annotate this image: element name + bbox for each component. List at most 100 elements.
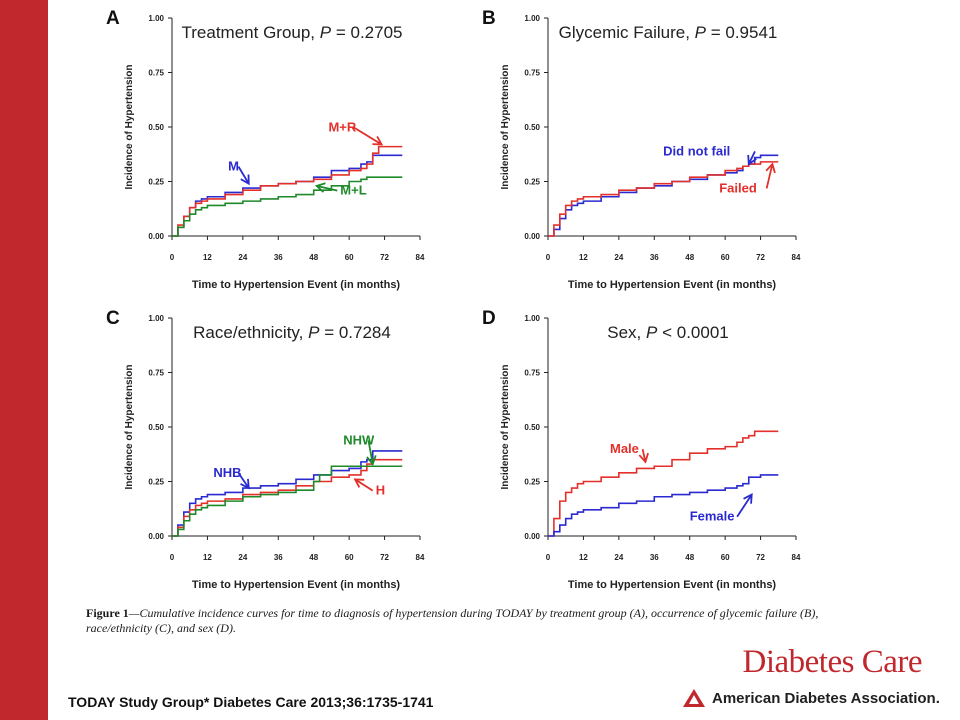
annotation-arrow-head [240, 174, 250, 186]
series-annotation-label: Failed [719, 180, 757, 195]
series-annotation-label: Male [610, 441, 639, 456]
y-tick-label: 0.50 [148, 423, 164, 432]
y-axis-title: Incidence of Hypertension [124, 364, 135, 489]
series-line-failed [548, 161, 779, 237]
panel-title-part: Treatment Group, [182, 23, 320, 42]
panel-letter: B [482, 8, 496, 29]
x-tick-label: 48 [685, 553, 694, 562]
y-axis-title: Incidence of Hypertension [124, 64, 135, 189]
panel-title-part: = 0.2705 [331, 23, 402, 42]
x-axis-title: Time to Hypertension Event (in months) [568, 579, 777, 591]
y-tick-label: 0.50 [524, 123, 540, 132]
annotation-arrow-head [366, 455, 377, 466]
x-tick-label: 72 [756, 253, 765, 262]
panel-title-part: = 0.7284 [319, 323, 390, 342]
figure-caption-text: —Cumulative incidence curves for time to… [86, 606, 819, 635]
panel-title: Race/ethnicity, P = 0.7284 [193, 323, 391, 342]
y-tick-label: 0.25 [524, 178, 540, 187]
citation-text: TODAY Study Group* Diabetes Care 2013;36… [68, 694, 434, 710]
panel-letter: A [106, 8, 120, 29]
y-tick-label: 0.50 [148, 123, 164, 132]
annotation-arrow-head [743, 493, 753, 504]
y-tick-label: 1.00 [524, 314, 540, 323]
series-line-nhb [172, 450, 403, 537]
y-tick-label: 0.50 [524, 423, 540, 432]
x-tick-label: 72 [380, 553, 389, 562]
sidebar-accent-bar [0, 0, 48, 720]
panel-title: Glycemic Failure, P = 0.9541 [559, 23, 778, 42]
chart-panel-d: D 0.00 0.25 0.50 0.75 1.00 0 12 24 36 48 60 72 84 Time… [482, 308, 801, 591]
annotation-arrow-shaft [747, 150, 756, 165]
annotation-arrow-shaft [641, 448, 647, 463]
series-line-did-not-fail [548, 154, 779, 237]
series-annotation-label: Did not fail [663, 143, 730, 158]
annotation-arrow-head [638, 452, 649, 464]
x-tick-label: 12 [203, 553, 212, 562]
x-tick-label: 24 [238, 553, 247, 562]
x-tick-label: 84 [792, 253, 801, 262]
chart-panel-b: B 0.00 0.25 0.50 0.75 1.00 0 12 24 36 48 60 72 84 Time… [482, 8, 801, 291]
series-annotation-label: M+R [328, 119, 356, 134]
x-tick-label: 84 [416, 253, 425, 262]
annotation-arrow-shaft [237, 166, 250, 185]
x-tick-label: 24 [238, 253, 247, 262]
y-tick-label: 0.75 [148, 369, 164, 378]
x-axis-title: Time to Hypertension Event (in months) [192, 579, 401, 591]
x-tick-label: 0 [170, 553, 175, 562]
x-tick-label: 60 [345, 553, 354, 562]
panel-title: Treatment Group, P = 0.2705 [182, 23, 403, 42]
publisher-name: American Diabetes Association. [712, 689, 940, 707]
panel-title-part: Glycemic Failure, [559, 23, 695, 42]
panel-letter: D [482, 308, 496, 329]
x-tick-label: 0 [170, 253, 175, 262]
annotation-arrow-head [353, 478, 365, 488]
annotation-arrow-head [314, 182, 326, 193]
panel-letter: C [106, 308, 120, 329]
y-axis-title: Incidence of Hypertension [500, 64, 511, 189]
y-tick-label: 1.00 [524, 14, 540, 23]
series-line-h [172, 458, 403, 537]
journal-logo: Diabetes Care [742, 644, 923, 680]
panel-title-p: P [320, 23, 332, 42]
series-annotation-label: H [376, 483, 385, 498]
series-line-nhw [172, 465, 403, 537]
annotation-arrow-head [765, 162, 776, 174]
annotation-arrow-shaft [237, 472, 250, 489]
y-tick-label: 0.00 [524, 532, 540, 541]
x-tick-label: 36 [650, 553, 659, 562]
y-tick-label: 0.75 [524, 369, 540, 378]
annotation-arrow-shaft [353, 126, 383, 146]
series-annotation-label: NHB [213, 465, 241, 480]
x-axis-title: Time to Hypertension Event (in months) [568, 279, 777, 291]
x-tick-label: 84 [416, 553, 425, 562]
series-line-m [172, 154, 403, 237]
x-tick-label: 72 [380, 253, 389, 262]
x-tick-label: 60 [721, 553, 730, 562]
panel-title-part: Sex, [607, 323, 646, 342]
annotation-arrow-head [372, 135, 384, 146]
publisher-logo: American Diabetes Association. [682, 688, 940, 708]
ada-triangle-icon [683, 689, 705, 707]
y-tick-label: 1.00 [148, 14, 164, 23]
series-line-male [548, 430, 779, 537]
y-tick-label: 0.00 [148, 532, 164, 541]
x-axis-title: Time to Hypertension Event (in months) [192, 279, 401, 291]
annotation-arrow-shaft [736, 494, 753, 518]
chart-panel-c: C 0.00 0.25 0.50 0.75 1.00 0 12 24 36 48 60 72 84 Time… [106, 308, 425, 591]
y-axis-title: Incidence of Hypertension [500, 364, 511, 489]
x-tick-label: 48 [685, 253, 694, 262]
x-tick-label: 12 [203, 253, 212, 262]
panel-title-part: = 0.9541 [706, 23, 777, 42]
y-tick-label: 1.00 [148, 314, 164, 323]
series-annotation-label: Female [690, 509, 735, 524]
series-line-m-l [172, 176, 403, 237]
series-annotation-label: M [228, 159, 239, 174]
panel-title-part: < 0.0001 [657, 323, 728, 342]
y-tick-label: 0.00 [524, 232, 540, 241]
x-tick-label: 0 [546, 553, 551, 562]
x-tick-label: 36 [274, 553, 283, 562]
figure-panels: A 0.00 0.25 0.50 0.75 1.00 0 12 24 36 48 60 72 84 Time… [106, 8, 801, 591]
x-tick-label: 36 [650, 253, 659, 262]
annotation-arrow-shaft [316, 184, 338, 192]
panel-title-part: Race/ethnicity, [193, 323, 308, 342]
